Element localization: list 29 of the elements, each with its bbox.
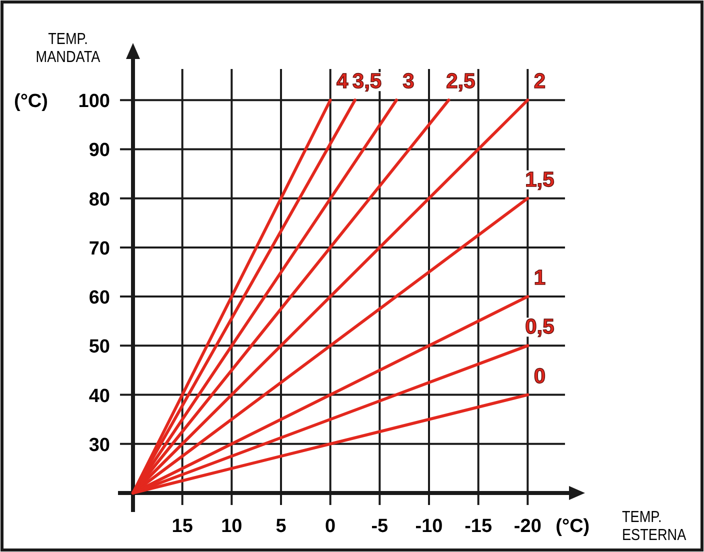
y-tick-label: 60 <box>88 288 110 309</box>
series-label: 3,5 <box>352 70 382 94</box>
series-label: 2,5 <box>446 70 476 94</box>
series-label: 0,5 <box>525 316 555 339</box>
x-tick-label: -20 <box>514 516 542 537</box>
series-label: 1,5 <box>525 168 555 192</box>
y-tick-label: 70 <box>88 238 110 260</box>
series-label: 0 <box>534 364 546 388</box>
series-label: 1 <box>534 266 546 290</box>
x-tick-label: 0 <box>325 516 336 537</box>
text: (°C) <box>556 516 590 537</box>
y-tick-label: 100 <box>78 91 110 112</box>
y-tick-label: 30 <box>88 434 110 456</box>
series-label: 2 <box>534 70 546 94</box>
text: (°C) <box>14 91 48 112</box>
x-tick-label: 15 <box>172 516 194 537</box>
y-axis-title: TEMP. MANDATA <box>36 31 100 66</box>
x-tick-label: -15 <box>464 516 492 537</box>
y-tick-label: 50 <box>88 336 110 358</box>
y-tick-label: 40 <box>88 386 110 407</box>
series-label: 3 <box>402 70 414 94</box>
y-tick-label: 90 <box>88 140 110 162</box>
x-axis-title: TEMP. ESTERNA <box>622 509 686 544</box>
y-tick-label: 80 <box>88 189 110 210</box>
x-tick-label: 10 <box>221 516 242 537</box>
x-tick-label: 5 <box>276 516 287 537</box>
series-label: 4 <box>336 70 348 94</box>
x-tick-label: -10 <box>415 516 443 537</box>
x-tick-label: -5 <box>371 516 389 537</box>
